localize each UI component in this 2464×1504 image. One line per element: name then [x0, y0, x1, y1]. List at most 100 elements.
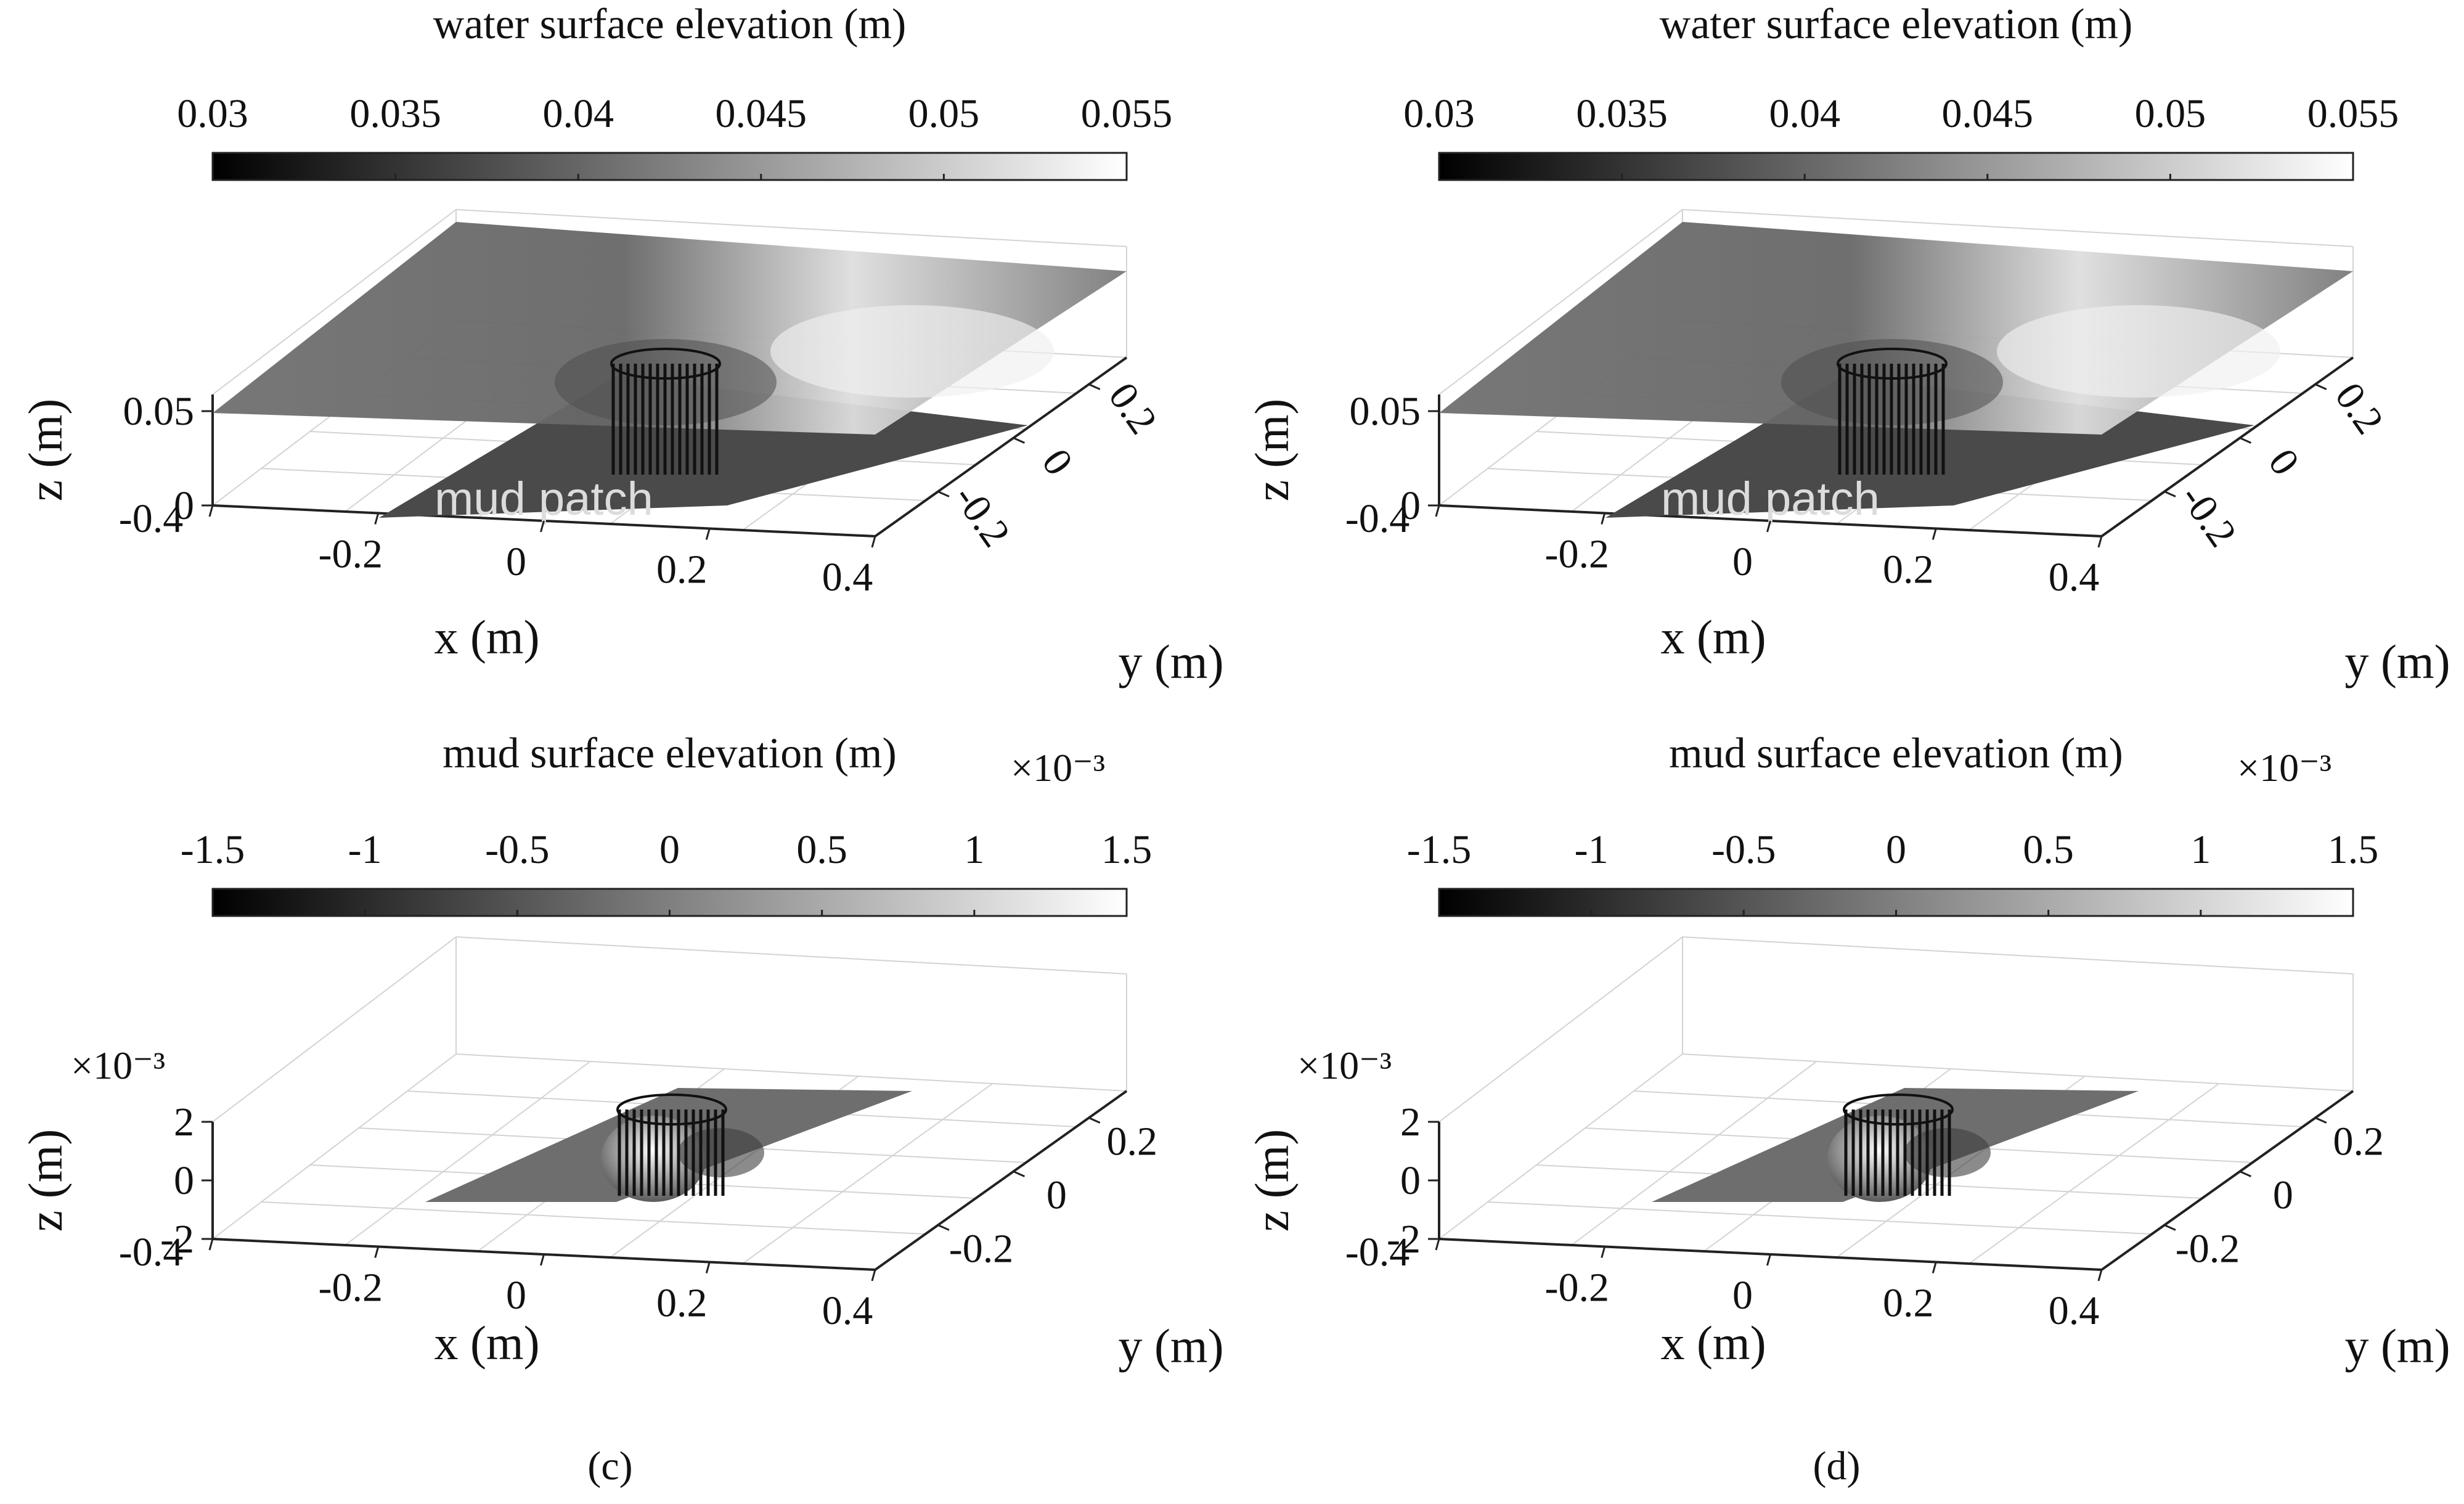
- x-tick-label: 0: [506, 1273, 526, 1318]
- x-tick-label: -0.4: [119, 496, 183, 541]
- cylinder-rim: [1843, 1093, 1954, 1126]
- x-tick-label: -0.2: [1545, 532, 1609, 577]
- panel-a: water surface elevation (m) 0.03 0.035 0.04…: [18, 1, 1224, 689]
- x-tick-label: 0.2: [1883, 1281, 1934, 1326]
- y-tick-mark: [937, 491, 950, 497]
- x-tick-mark: [705, 528, 711, 540]
- cylinder: [1843, 1093, 1954, 1196]
- cylinder-rim: [1837, 348, 1948, 380]
- colorbar-multiplier: ×10⁻³: [2237, 746, 2331, 790]
- colorbar-tick-label: 1: [964, 827, 984, 872]
- mud-scour: [678, 1128, 764, 1177]
- y-tick-label: -0.2: [945, 476, 1019, 555]
- x-tick-mark: [1435, 505, 1440, 517]
- y-tick-mark: [1088, 383, 1101, 390]
- x-tick-mark: [705, 1262, 711, 1273]
- x-tick-mark: [1932, 1262, 1937, 1273]
- panel-b: water surface elevation (m) 0.03 0.035 0.04…: [1245, 1, 2450, 689]
- x-tick-label: 0.2: [656, 547, 708, 592]
- x-tick-label: -0.2: [1545, 1265, 1609, 1310]
- colorbar-tick-label: 0.045: [1942, 91, 2034, 136]
- x-tick-mark: [540, 1254, 545, 1266]
- colorbar-tick-label: 0.045: [716, 91, 807, 136]
- colorbar-tick-label: 0.05: [2135, 91, 2206, 136]
- floor-gridline: [1968, 1083, 2219, 1264]
- y-tick-label: 0.2: [2326, 375, 2392, 442]
- cylinder: [616, 1093, 727, 1196]
- colorbar-tick-label: 0.03: [177, 91, 248, 136]
- x-axis-label: x (m): [1660, 1316, 1766, 1370]
- panel-caption: (d): [1813, 1444, 1861, 1489]
- x-tick-mark: [1932, 528, 1937, 540]
- y-axis-line: [2100, 356, 2354, 537]
- z-tick-label: 2: [174, 1100, 194, 1145]
- z-tick-label: -2: [160, 1217, 194, 1262]
- x-tick-label: 0: [506, 539, 526, 584]
- mud-patch-label: mud patch: [1661, 473, 1880, 525]
- x-tick-mark: [1766, 520, 1771, 533]
- colorbar-tick-label: 0.055: [1081, 91, 1173, 136]
- y-tick-mark: [2164, 1224, 2176, 1231]
- x-tick-label: -0.4: [1345, 496, 1409, 541]
- x-tick-mark: [374, 513, 380, 525]
- colorbar-frame: [1438, 152, 2354, 181]
- x-tick-mark: [2097, 536, 2103, 548]
- x-axis-label: x (m): [434, 1316, 539, 1370]
- colorbar-tick-label: -1: [348, 827, 382, 872]
- colorbar-title: water surface elevation (m): [433, 1, 907, 48]
- z-tick-label: 0: [1400, 1158, 1421, 1203]
- y-axis-label: y (m): [2344, 635, 2450, 689]
- x-tick-mark: [1601, 513, 1606, 525]
- colorbar-tick-label: 0.04: [1769, 91, 1840, 136]
- colorbar-tick-label: 0.05: [908, 91, 980, 136]
- colorbar-tick-label: 0.035: [1576, 91, 1668, 136]
- colorbar-gradient: [213, 153, 1127, 180]
- y-tick-label: 0.2: [1099, 375, 1165, 442]
- y-tick-label: 0: [2259, 441, 2308, 483]
- z-axis-label: z (m): [18, 1129, 72, 1232]
- y-tick-label: -0.2: [949, 1227, 1013, 1272]
- y-tick-mark: [2164, 491, 2176, 497]
- y-axis-label: y (m): [1118, 1319, 1223, 1373]
- colorbar-title: mud surface elevation (m): [1669, 730, 2123, 777]
- y-axis-line: [874, 1090, 1128, 1271]
- x-tick-label: -0.2: [319, 1265, 383, 1310]
- colorbar-title: water surface elevation (m): [1660, 1, 2133, 48]
- colorbar-frame: [211, 152, 1128, 181]
- colorbar-tick-label: 0.5: [2023, 827, 2074, 872]
- x-axis-label: x (m): [1660, 610, 1766, 664]
- z-tick-label: -2: [1387, 1217, 1421, 1262]
- colorbar-title: mud surface elevation (m): [443, 730, 897, 777]
- panel-c: mud surface elevation (m) ×10⁻³ -1.5 -1 -0.5…: [18, 730, 1224, 1489]
- y-tick-label: 0: [1033, 441, 1082, 483]
- panel-d: mud surface elevation (m) ×10⁻³ -1.5 -1 -0.5…: [1245, 730, 2450, 1489]
- colorbar-tick-label: 0.04: [542, 91, 614, 136]
- mud-scour: [1904, 1128, 1991, 1177]
- y-tick-label: 0: [2273, 1173, 2293, 1218]
- z-tick-label: 2: [1400, 1100, 1421, 1145]
- z-axis-label: z (m): [1245, 1129, 1299, 1232]
- y-tick-mark: [1013, 1171, 1026, 1177]
- x-tick-mark: [1435, 1238, 1440, 1251]
- wave-crest: [1997, 305, 2280, 398]
- x-tick-label: 0.2: [656, 1281, 708, 1326]
- z-tick-label: 0.05: [123, 389, 195, 434]
- x-tick-label: 0.4: [822, 1288, 873, 1333]
- y-tick-label: 0: [1046, 1173, 1067, 1218]
- z-tick-label: 0: [174, 483, 194, 528]
- x-tick-mark: [1601, 1246, 1606, 1258]
- z-axis-label: z (m): [18, 399, 72, 502]
- floor-back-edges: [212, 1053, 1127, 1240]
- z-axis-label: z (m): [1245, 399, 1299, 502]
- cylinder: [610, 348, 721, 475]
- colorbar-tick-label: 0: [659, 827, 680, 872]
- colorbar-tick-label: -1.5: [1407, 827, 1471, 872]
- colorbar-tick-label: -1.5: [181, 827, 245, 872]
- floor-gridline: [1571, 1061, 1817, 1246]
- colorbar-tick-label: 1.5: [2328, 827, 2379, 872]
- colorbar-tick-label: 0.055: [2307, 91, 2399, 136]
- y-axis-line: [2100, 1090, 2354, 1271]
- x-tick-mark: [540, 520, 545, 533]
- colorbar-tick-label: 0.035: [349, 91, 441, 136]
- x-tick-mark: [208, 1238, 214, 1251]
